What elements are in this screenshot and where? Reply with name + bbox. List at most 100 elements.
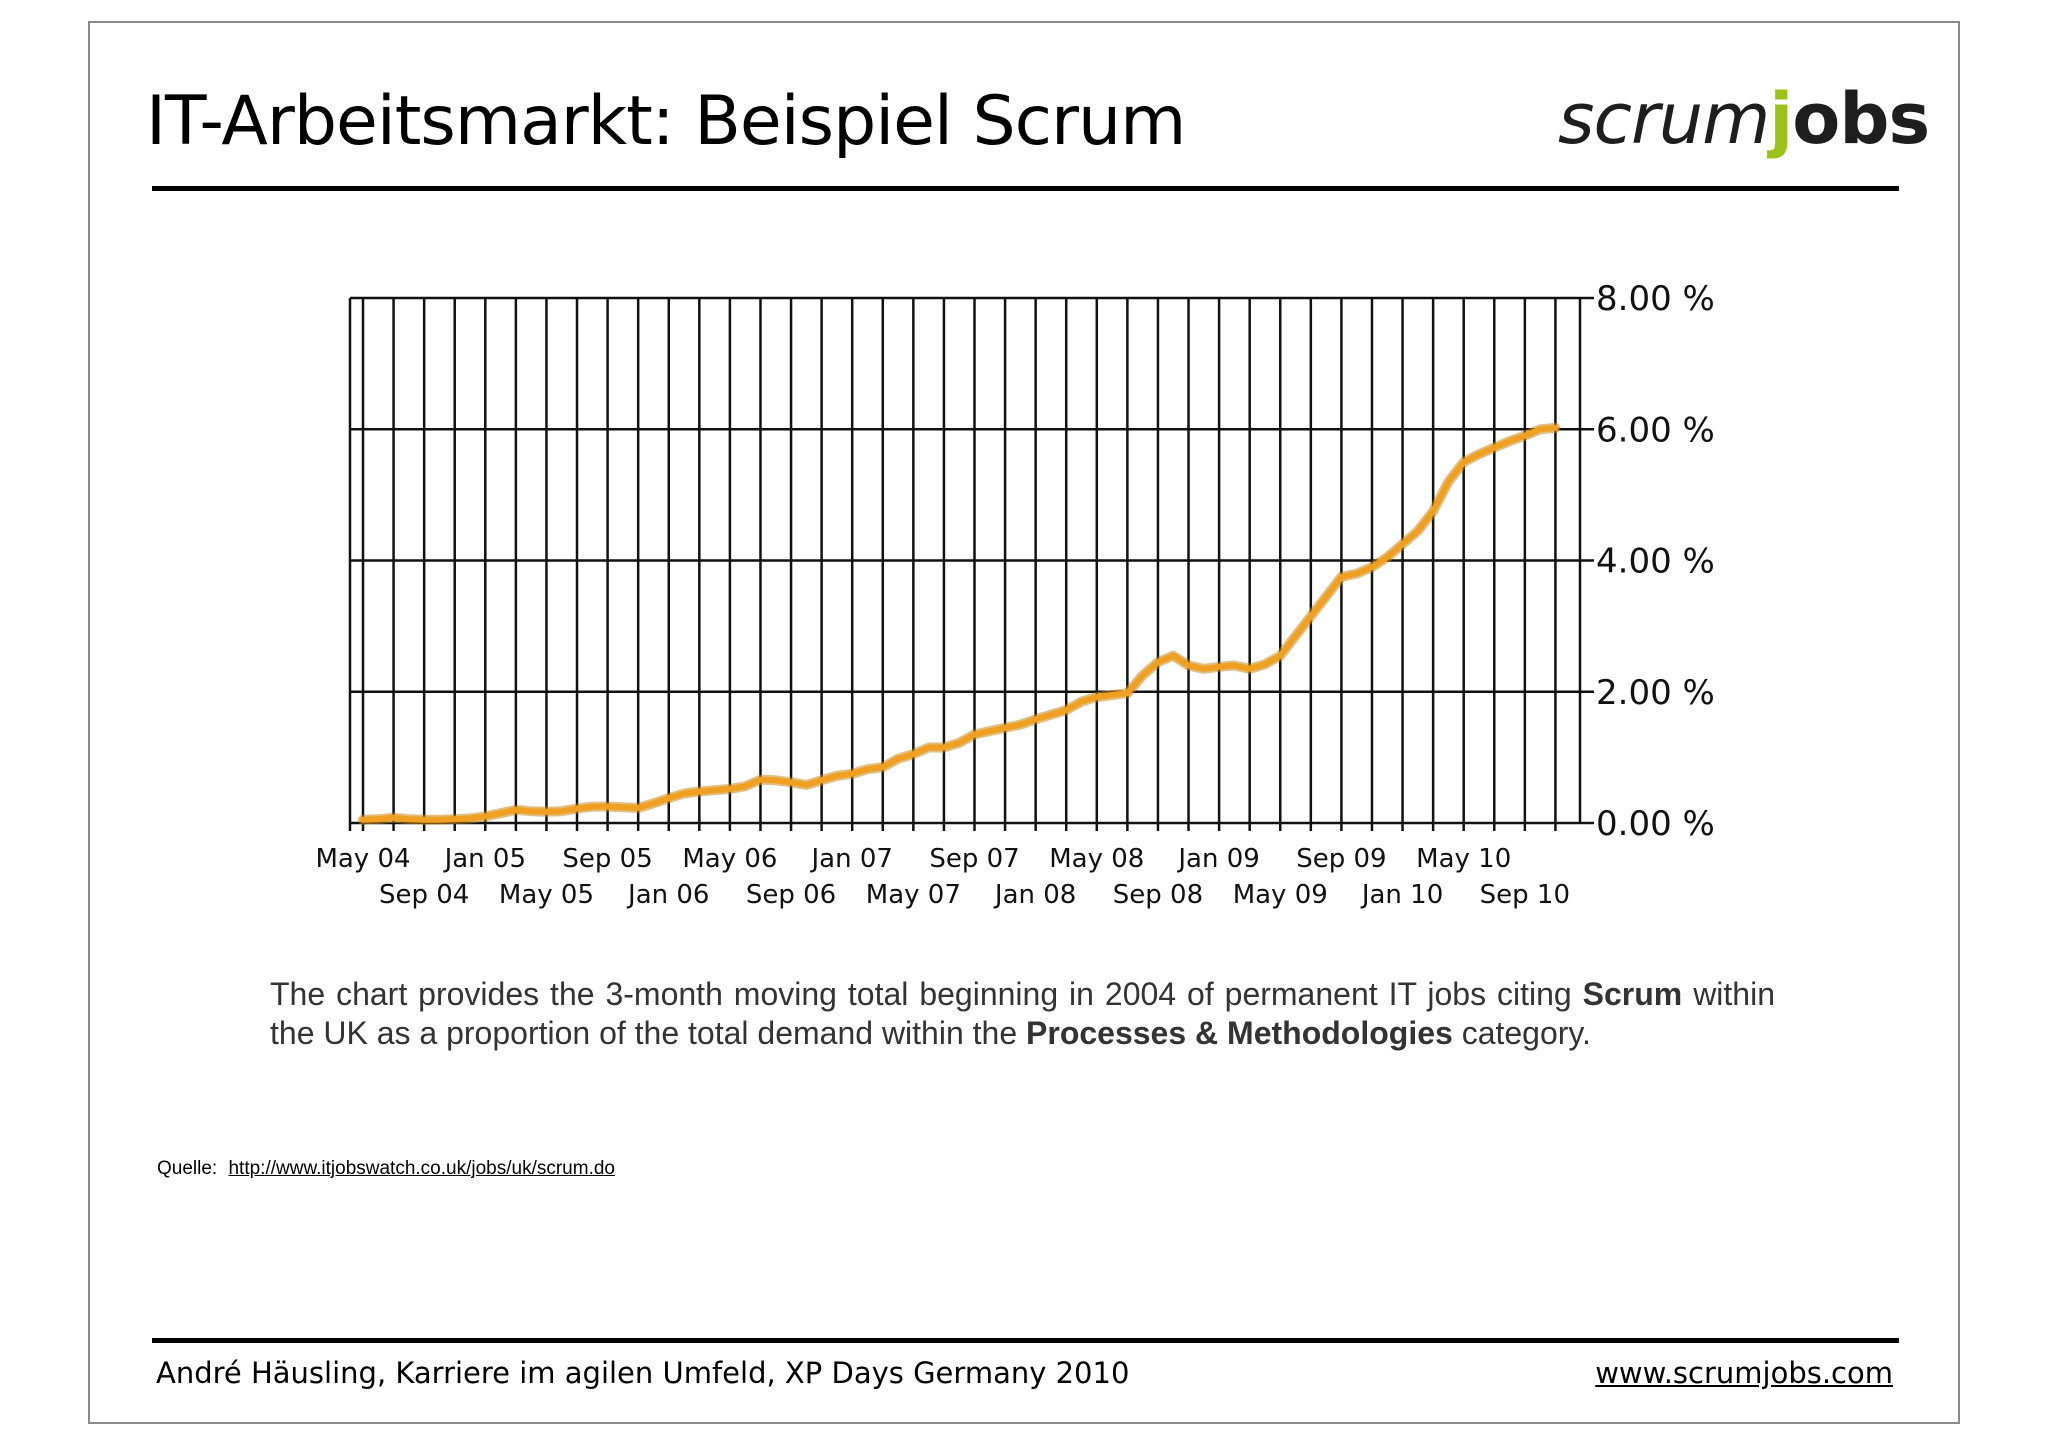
logo-text-scrum: scrum	[1558, 78, 1770, 160]
series-point	[376, 817, 380, 821]
x-tick-label-top: Sep 05	[562, 844, 652, 874]
series-point	[1309, 614, 1313, 618]
caption-text-2: within the UK as a proportion of the tot…	[270, 976, 1776, 1051]
series-point	[881, 765, 885, 769]
source-link[interactable]: http://www.itjobswatch.co.uk/jobs/uk/scr…	[228, 1158, 615, 1179]
x-tick-label-top: May 08	[1049, 844, 1144, 874]
logo-text-obs: obs	[1792, 78, 1930, 160]
x-tick-label-bottom: May 07	[866, 880, 961, 910]
series-point	[1110, 693, 1114, 697]
series-point	[1477, 452, 1481, 456]
series-point	[850, 772, 854, 776]
series-point	[483, 814, 487, 818]
series-point	[789, 780, 793, 784]
x-tick-label-top: Sep 09	[1296, 844, 1386, 874]
series-point	[514, 808, 518, 812]
series-point	[1003, 726, 1007, 730]
series-point	[1462, 460, 1466, 464]
series-point	[728, 787, 732, 791]
series-point	[1034, 717, 1038, 721]
logo-text-j: j	[1769, 78, 1793, 160]
series-point	[1385, 555, 1389, 559]
series-point	[1171, 654, 1175, 658]
y-tick-label: 8.00 %	[1596, 279, 1715, 319]
series-point	[651, 801, 655, 805]
series-point	[804, 783, 808, 787]
caption-text-3: category.	[1452, 1015, 1591, 1051]
x-tick-label-top: Jan 09	[1176, 844, 1259, 874]
y-tick-label: 4.00 %	[1596, 542, 1715, 582]
caption-bold-scrum: Scrum	[1582, 976, 1683, 1012]
slide-title: IT-Arbeitsmarkt: Beispiel Scrum	[146, 82, 1186, 161]
series-point	[1324, 595, 1328, 599]
series-point	[1080, 700, 1084, 704]
x-tick-label-bottom: Sep 06	[746, 880, 836, 910]
series-point	[407, 817, 411, 821]
x-tick-label-bottom: Sep 08	[1113, 880, 1203, 910]
y-tick-label: 2.00 %	[1596, 673, 1715, 713]
source-label: Quelle:	[157, 1158, 218, 1179]
x-tick-label-bottom: May 05	[499, 880, 594, 910]
scrumjobs-logo: scrumjobs	[1558, 78, 1930, 160]
x-tick-label-bottom: Sep 04	[379, 880, 469, 910]
x-tick-label-top: Sep 07	[929, 844, 1019, 874]
series-point	[911, 752, 915, 756]
series-point	[1538, 427, 1542, 431]
series-point	[1431, 509, 1435, 513]
x-tick-label-top: Jan 07	[809, 844, 892, 874]
series-point	[1492, 446, 1496, 450]
y-tick-label: 0.00 %	[1596, 804, 1715, 844]
series-point	[606, 805, 610, 809]
header-divider	[152, 186, 1899, 191]
series-line-scrum	[360, 424, 1559, 823]
series-point	[499, 811, 503, 815]
series-point	[697, 790, 701, 793]
series-point	[743, 784, 747, 788]
series-point	[896, 757, 900, 761]
series-point	[957, 741, 961, 745]
x-tick-label-top: Jan 05	[443, 844, 526, 874]
series-point	[1187, 664, 1191, 667]
series-point	[621, 805, 625, 809]
series-point	[927, 746, 931, 750]
series-point	[560, 809, 564, 813]
series-point	[1049, 713, 1053, 717]
series-point	[453, 817, 457, 821]
series-point	[1294, 634, 1298, 638]
series-point	[1355, 572, 1359, 576]
series-point	[544, 810, 548, 814]
series-point	[1263, 662, 1267, 666]
series-point	[682, 791, 686, 795]
series-point	[865, 767, 869, 771]
series-point	[1401, 542, 1405, 546]
series-point	[1141, 673, 1145, 677]
series-point	[1202, 667, 1206, 671]
series-point	[392, 816, 396, 820]
source-line: Quelle: http://www.itjobswatch.co.uk/job…	[157, 1158, 615, 1180]
series-point	[529, 809, 533, 813]
series-point	[1370, 565, 1374, 569]
series-point	[1523, 434, 1527, 438]
series-point	[667, 796, 671, 800]
x-tick-label-bottom: Jan 10	[1360, 880, 1443, 910]
x-tick-label-top: May 10	[1416, 844, 1511, 874]
series-point	[1156, 660, 1160, 664]
series-point	[1339, 575, 1343, 579]
series-point	[1248, 667, 1252, 671]
series-point	[1232, 664, 1236, 667]
series-point	[820, 778, 824, 782]
footer-website-link[interactable]: www.scrumjobs.com	[1595, 1356, 1893, 1390]
series-point	[361, 818, 365, 822]
caption-text-1: The chart provides the 3-month moving to…	[270, 976, 1583, 1012]
series-point	[1018, 723, 1022, 727]
series-point	[1064, 708, 1068, 712]
series-line-shadow	[358, 422, 1561, 825]
series-point	[1095, 695, 1099, 699]
series-point	[1446, 480, 1450, 484]
series-point	[1416, 529, 1420, 533]
series-point	[942, 746, 946, 750]
chart-caption: The chart provides the 3-month moving to…	[270, 975, 1775, 1053]
x-tick-label-bottom: Jan 08	[993, 880, 1076, 910]
series-point	[590, 805, 594, 809]
series-point	[835, 774, 839, 778]
